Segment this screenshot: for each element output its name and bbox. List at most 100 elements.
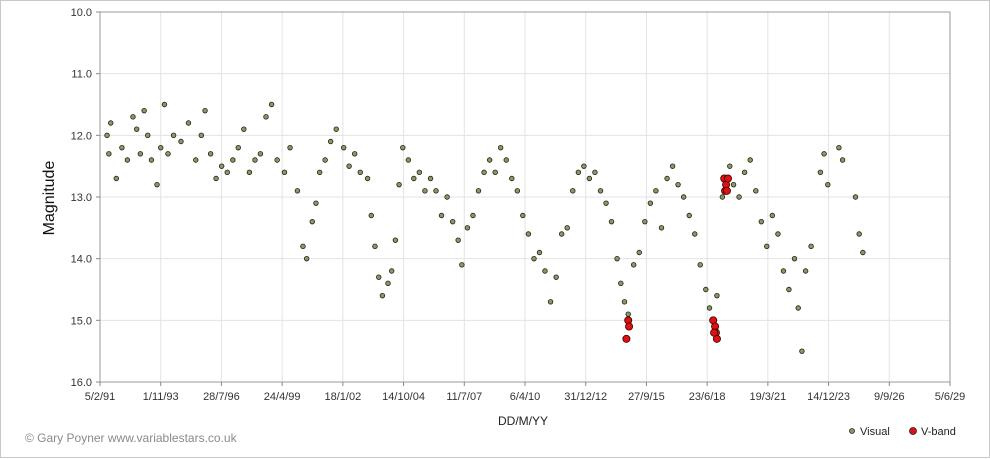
visual-data-point bbox=[736, 194, 742, 200]
v-band-series bbox=[622, 174, 732, 343]
visual-data-point bbox=[392, 237, 399, 243]
visual-data-point bbox=[141, 107, 147, 114]
visual-data-point bbox=[252, 157, 258, 163]
visual-data-point bbox=[333, 126, 339, 132]
visual-data-point bbox=[137, 151, 144, 157]
visual-data-point bbox=[581, 163, 587, 169]
visual-data-point bbox=[603, 200, 609, 206]
visual-data-point bbox=[664, 175, 670, 182]
visual-data-point bbox=[130, 114, 136, 120]
visual-data-point bbox=[741, 169, 748, 176]
visual-data-point bbox=[303, 255, 310, 262]
visual-data-point bbox=[553, 274, 559, 280]
visual-data-point bbox=[287, 144, 293, 151]
visual-data-point bbox=[113, 175, 120, 182]
credit-text: © Gary Poyner www.variablestars.co.uk bbox=[25, 431, 238, 445]
y-tick-label: 11.0 bbox=[71, 69, 92, 81]
visual-data-point bbox=[185, 120, 192, 126]
v-band-data-point bbox=[710, 328, 719, 337]
visual-data-point bbox=[692, 231, 698, 237]
grid bbox=[99, 11, 951, 383]
visual-data-point bbox=[300, 243, 306, 250]
visual-data-point bbox=[799, 348, 805, 354]
x-tick-label: 14/10/04 bbox=[382, 391, 425, 403]
visual-data-point bbox=[161, 101, 168, 108]
visual-data-point bbox=[786, 286, 792, 293]
visual-data-point bbox=[817, 169, 824, 176]
visual-data-point bbox=[316, 169, 323, 176]
visual-data-point bbox=[769, 212, 776, 219]
x-tick-label: 24/4/99 bbox=[264, 391, 301, 403]
legend-label-visual: Visual bbox=[860, 426, 890, 438]
visual-data-point bbox=[608, 218, 615, 225]
visual-data-point bbox=[124, 157, 131, 163]
visual-data-point bbox=[586, 175, 593, 182]
legend: Visual V-band bbox=[849, 426, 956, 438]
visual-data-point bbox=[294, 188, 301, 194]
x-axis-label: DD/M/YY bbox=[498, 414, 548, 428]
y-tick-label: 14.0 bbox=[71, 254, 92, 266]
y-tick-label: 16.0 bbox=[71, 377, 92, 389]
legend-marker-v-band bbox=[909, 427, 917, 435]
visual-data-point bbox=[459, 262, 465, 268]
visual-data-point bbox=[396, 181, 402, 188]
y-axis: 10.0 11.0 12.0 13.0 14.0 15.0 16.0 bbox=[71, 7, 100, 389]
visual-data-point bbox=[411, 175, 417, 182]
visual-data-point bbox=[145, 132, 151, 139]
visual-data-point bbox=[322, 157, 328, 163]
visual-data-point bbox=[618, 280, 624, 287]
visual-data-point bbox=[148, 157, 155, 163]
visual-data-point bbox=[313, 200, 319, 206]
visual-data-point bbox=[497, 144, 504, 151]
visual-data-point bbox=[625, 311, 631, 317]
y-tick-label: 10.0 bbox=[71, 7, 92, 19]
visual-data-point bbox=[536, 249, 543, 256]
x-axis: 5/2/91 1/11/93 28/7/96 24/4/99 18/1/02 14/10/… bbox=[85, 382, 965, 403]
x-tick-label: 23/6/18 bbox=[689, 391, 726, 403]
visual-data-point bbox=[697, 262, 703, 268]
visual-data-point bbox=[703, 286, 709, 293]
visual-data-point bbox=[422, 188, 428, 194]
visual-data-point bbox=[558, 231, 565, 237]
visual-data-point bbox=[575, 169, 582, 176]
x-tick-label: 6/4/10 bbox=[510, 391, 541, 403]
visual-data-point bbox=[119, 144, 125, 151]
visual-data-point bbox=[202, 107, 208, 114]
v-band-data-point bbox=[723, 174, 732, 183]
visual-data-point bbox=[444, 194, 450, 200]
visual-data-point bbox=[758, 218, 764, 225]
visual-data-point bbox=[178, 138, 184, 145]
legend-marker-visual bbox=[849, 428, 855, 434]
visual-data-point bbox=[224, 169, 230, 176]
visual-data-point bbox=[400, 144, 406, 151]
visual-data-point bbox=[795, 305, 801, 311]
visual-data-point bbox=[438, 212, 445, 219]
visual-data-point bbox=[753, 188, 759, 194]
visual-data-point bbox=[106, 151, 112, 157]
x-tick-label: 31/12/12 bbox=[564, 391, 607, 403]
visual-data-point bbox=[821, 151, 827, 157]
x-tick-label: 11/7/07 bbox=[446, 391, 482, 403]
visual-data-point bbox=[158, 144, 164, 151]
x-tick-label: 9/9/26 bbox=[874, 391, 905, 403]
visual-data-point bbox=[714, 292, 720, 299]
visual-data-point bbox=[351, 151, 358, 157]
visual-data-point bbox=[675, 181, 681, 188]
visual-data-point bbox=[433, 188, 439, 194]
visual-data-point bbox=[213, 175, 219, 182]
visual-data-point bbox=[856, 231, 862, 237]
visual-data-point bbox=[372, 243, 378, 250]
visual-data-point bbox=[357, 169, 363, 176]
visual-data-point bbox=[836, 144, 842, 151]
visual-data-point bbox=[405, 157, 412, 163]
visual-data-point bbox=[531, 255, 537, 262]
visual-data-point bbox=[388, 268, 395, 274]
visual-data-point bbox=[170, 132, 177, 139]
visual-data-point bbox=[514, 188, 521, 194]
visual-data-point bbox=[257, 151, 264, 157]
visual-data-point bbox=[207, 151, 214, 157]
visual-data-point bbox=[341, 144, 347, 151]
x-tick-label: 28/7/96 bbox=[203, 391, 240, 403]
visual-data-point bbox=[642, 218, 648, 225]
visual-data-point bbox=[218, 163, 225, 169]
